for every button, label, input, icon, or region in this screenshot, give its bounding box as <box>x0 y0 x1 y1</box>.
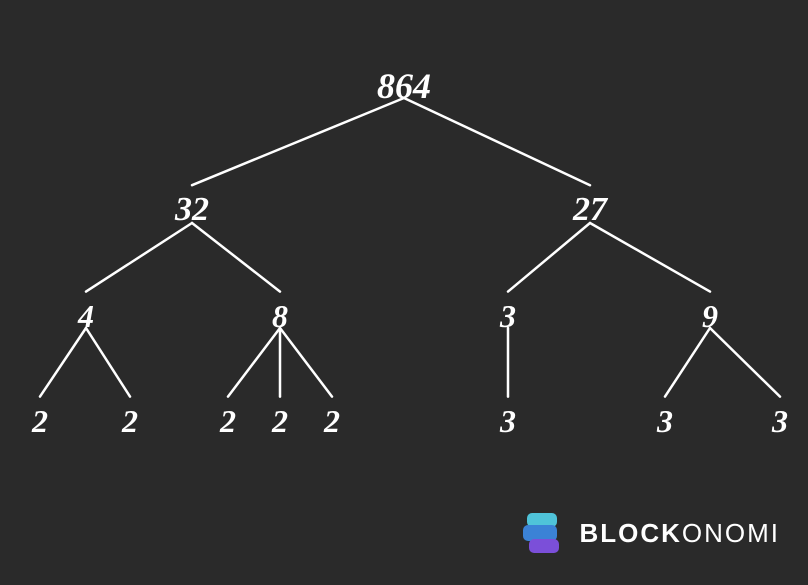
tree-node: 8 <box>272 298 288 335</box>
tree-node: 2 <box>32 403 48 440</box>
tree-node: 2 <box>220 403 236 440</box>
tree-node: 2 <box>324 403 340 440</box>
logo-text-bold: BLOCK <box>579 518 681 548</box>
logo-text-light: ONOMI <box>682 518 780 548</box>
tree-node: 3 <box>657 403 673 440</box>
tree-node: 2 <box>122 403 138 440</box>
tree-node: 32 <box>175 191 209 229</box>
tree-node: 9 <box>702 298 718 335</box>
tree-node: 4 <box>78 298 94 335</box>
blockonomi-logo: BLOCKONOMI <box>519 509 780 557</box>
logo-text: BLOCKONOMI <box>579 518 780 549</box>
logo-icon <box>519 509 567 557</box>
tree-node: 2 <box>272 403 288 440</box>
tree-node: 3 <box>500 298 516 335</box>
factor-tree-diagram: 8643227483922222333 <box>0 0 808 585</box>
tree-node: 864 <box>377 65 431 107</box>
tree-node: 3 <box>772 403 788 440</box>
tree-node: 27 <box>573 191 607 229</box>
tree-node: 3 <box>500 403 516 440</box>
